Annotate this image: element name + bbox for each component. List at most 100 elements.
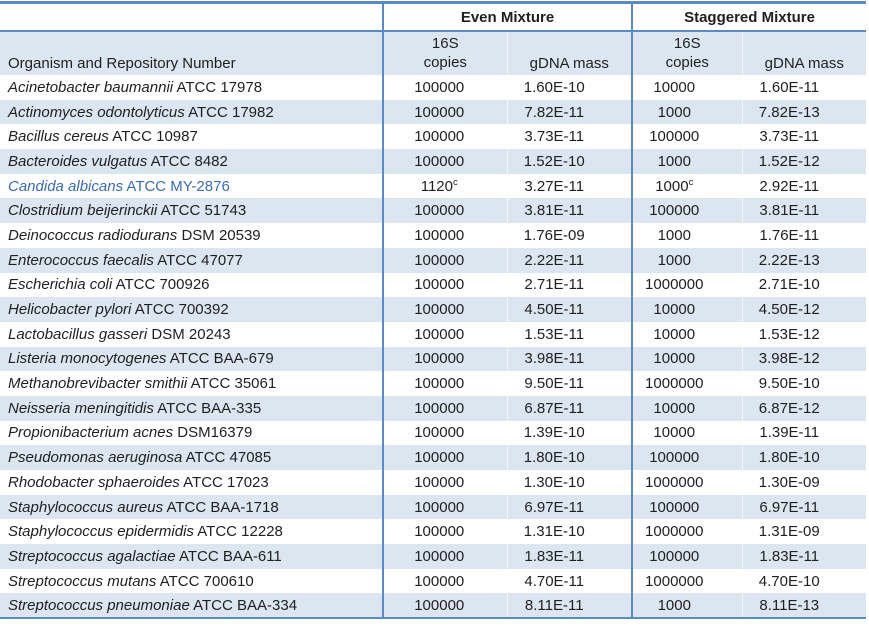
organism-name: Streptococcus agalactiae [8, 547, 176, 565]
organism-cell: Rhodobacter sphaeroides ATCC 17023 [0, 470, 383, 495]
even-copies-cell: 100000 [382, 420, 508, 446]
organism-cell: Bacteroides vulgatus ATCC 8482 [0, 149, 383, 174]
staggered-copies-cell-value: 1000000 [645, 523, 704, 541]
even-copies-cell: 100000 [382, 124, 508, 150]
column-header-row: Organism and Repository Number 16S copie… [0, 31, 866, 75]
even-gdna-cell: 1.60E-10 [507, 75, 632, 100]
organism-cell: Staphylococcus epidermidis ATCC 12228 [0, 519, 383, 544]
even-gdna-cell: 2.71E-11 [507, 273, 632, 298]
mock-community-table: Even Mixture Staggered Mixture Organism … [0, 1, 866, 620]
staggered-copies-cell-value: 1000 [657, 226, 691, 244]
table-row: Escherichia coli ATCC 700926 100000 2.71E-… [0, 272, 866, 298]
repository-number: ATCC 47085 [185, 449, 272, 467]
even-gdna-cell: 6.87E-11 [507, 395, 632, 421]
organism-name: Bacillus cereus [8, 128, 109, 146]
even-copies-cell-value: 100000 [414, 498, 465, 516]
even-gdna-cell-value: 1.53E-11 [524, 325, 585, 343]
even-gdna-cell-value: 4.50E-11 [524, 301, 585, 319]
even-copies-cell: 100000 [382, 593, 508, 619]
organism-name: Staphylococcus aureus [8, 498, 164, 516]
staggered-gdna-cell-value: 4.70E-10 [758, 572, 820, 590]
even-copies-cell-value: 100000 [414, 523, 465, 541]
staggered-copies-cell-value: 10000 [653, 78, 696, 96]
repository-number: ATCC BAA-679 [169, 350, 274, 368]
staggered-gdna-cell-value: 2.92E-11 [759, 177, 820, 195]
even-copies-cell-value: 100000 [414, 152, 465, 170]
staggered-copies-cell: 1000000 [631, 272, 743, 298]
staggered-copies-cell-value: 1000 [657, 103, 691, 121]
even-gdna-cell-value: 3.73E-11 [524, 128, 585, 146]
staggered-copies-cell-value: 1000 [657, 596, 691, 614]
footnote-marker: c [453, 176, 458, 188]
repository-number: ATCC 12228 [197, 523, 283, 541]
even-gdna-cell-value: 3.98E-11 [524, 350, 585, 368]
even-gdna-cell: 1.83E-11 [507, 544, 632, 569]
table-row: Streptococcus mutans ATCC 700610 100000 4.… [0, 568, 866, 594]
staggered-16s-label: 16S [673, 35, 701, 52]
even-copies-cell: 100000 [382, 99, 508, 125]
even-copies-cell: 100000 [382, 445, 508, 470]
staggered-gdna-cell-value: 9.50E-10 [758, 375, 820, 393]
table-row: Bacillus cereus ATCC 10987 100000 3.73E-11… [0, 124, 866, 150]
organism-cell: Acinetobacter baumannii ATCC 17978 [0, 75, 383, 100]
staggered-gdna-cell: 1.76E-11 [742, 223, 866, 248]
even-copies-cell: 100000 [382, 470, 508, 495]
even-gdna-cell: 7.82E-11 [507, 99, 632, 125]
staggered-copies-cell-value: 1000000 [645, 375, 704, 393]
staggered-gdna-cell-value: 6.97E-11 [759, 498, 820, 516]
staggered-gdna-cell-value: 2.22E-13 [758, 251, 820, 269]
staggered-gdna-cell: 1.53E-12 [742, 322, 866, 347]
table-row: Clostridium beijerinckii ATCC 51743 10000… [0, 198, 866, 224]
staggered-gdna-cell: 1.31E-09 [742, 519, 866, 544]
even-gdna-cell-value: 1.31E-10 [523, 523, 585, 541]
staggered-copies-cell-value: 1000 [655, 177, 689, 195]
staggered-gdna-cell: 8.11E-13 [742, 593, 866, 619]
even-gdna-cell: 1.30E-10 [507, 470, 632, 495]
even-copies-cell: 100000 [382, 198, 508, 224]
table-row: Actinomyces odontolyticus ATCC 17982 1000… [0, 99, 866, 125]
repository-number: ATCC BAA-611 [178, 547, 282, 565]
even-copies-cell: 100000 [382, 519, 508, 545]
staggered-16s-copies-header: 16S copies [631, 31, 743, 75]
repository-number: DSM 20539 [181, 226, 261, 244]
staggered-copies-cell: 1000000 [631, 371, 743, 396]
even-copies-cell: 100000 [382, 297, 508, 322]
organism-name: Methanobrevibacter smithii [8, 375, 188, 393]
group-header-row: Even Mixture Staggered Mixture [0, 2, 866, 32]
organism-name: Pseudomonas aeruginosa [8, 449, 183, 467]
organism-cell: Clostridium beijerinckii ATCC 51743 [0, 198, 383, 224]
table-row: Neisseria meningitidis ATCC BAA-335 10000… [0, 395, 866, 421]
even-copies-cell: 100000 [382, 272, 508, 298]
even-gdna-cell-value: 8.11E-11 [524, 596, 584, 614]
staggered-gdna-cell: 6.97E-11 [742, 494, 866, 520]
even-gdna-cell: 3.81E-11 [507, 198, 632, 224]
staggered-copies-cell: 1000000 [631, 568, 743, 594]
even-copies-cell-value: 100000 [414, 547, 465, 565]
organism-name: Actinomyces odontolyticus [8, 103, 185, 121]
table-body: Acinetobacter baumannii ATCC 17978 100000… [0, 75, 866, 619]
even-copies-cell-value: 100000 [414, 424, 465, 442]
staggered-gdna-cell-value: 1.60E-11 [759, 78, 820, 96]
staggered-copies-cell-value: 1000000 [645, 473, 704, 491]
staggered-gdna-cell-value: 2.71E-10 [758, 276, 820, 294]
staggered-copies-cell-value: 100000 [649, 202, 700, 220]
organism-name: Escherichia coli [8, 276, 113, 294]
staggered-copies-cell-value: 100000 [649, 128, 700, 146]
even-copies-cell-value: 100000 [414, 325, 465, 343]
organism-name: Lactobacillus gasseri [8, 325, 148, 343]
even-gdna-cell: 3.27E-11 [507, 174, 632, 199]
even-gdna-cell: 3.98E-11 [507, 346, 632, 372]
even-gdna-mass-header: gDNA mass [507, 31, 632, 75]
repository-number: ATCC 17023 [183, 473, 269, 491]
organism-cell: Neisseria meningitidis ATCC BAA-335 [0, 395, 383, 421]
even-gdna-cell-value: 1.83E-11 [524, 547, 585, 565]
organism-name: Deinococcus radiodurans [8, 226, 178, 244]
even-copies-cell-value: 100000 [414, 128, 465, 146]
staggered-copies-cell-value: 1000 [657, 251, 691, 269]
even-copies-label: copies [423, 54, 467, 71]
even-gdna-cell: 9.50E-11 [507, 371, 632, 396]
staggered-copies-cell: 1000 [631, 223, 743, 248]
staggered-gdna-cell: 4.70E-10 [742, 569, 866, 594]
staggered-copies-cell-value: 1000 [657, 152, 691, 170]
